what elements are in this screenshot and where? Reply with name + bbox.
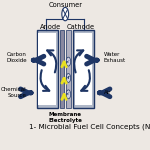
Bar <box>73 30 94 108</box>
Circle shape <box>66 74 71 82</box>
Bar <box>60 30 64 108</box>
Circle shape <box>66 57 71 66</box>
Text: Membrane
Electrolyte: Membrane Electrolyte <box>48 112 82 123</box>
Text: Water
Exhaust: Water Exhaust <box>104 52 126 63</box>
Text: Anode: Anode <box>39 24 61 30</box>
Text: 1- Microbial Fuel Cell Concepts (Newsphone,: 1- Microbial Fuel Cell Concepts (Newspho… <box>29 124 150 130</box>
Text: Consumer: Consumer <box>48 2 82 8</box>
Bar <box>66 30 70 108</box>
Text: e⁻: e⁻ <box>66 92 71 96</box>
Text: Cathode: Cathode <box>66 24 94 30</box>
Bar <box>37 30 58 108</box>
Text: Chemical
Source: Chemical Source <box>1 87 27 98</box>
Text: e⁻: e⁻ <box>66 60 71 64</box>
Bar <box>75 33 92 105</box>
Circle shape <box>62 7 69 21</box>
Circle shape <box>66 90 71 99</box>
Text: Carbon
Dioxide: Carbon Dioxide <box>6 52 27 63</box>
Text: Air: Air <box>104 90 111 95</box>
Text: H⁺: H⁺ <box>66 76 71 80</box>
Bar <box>38 33 56 105</box>
